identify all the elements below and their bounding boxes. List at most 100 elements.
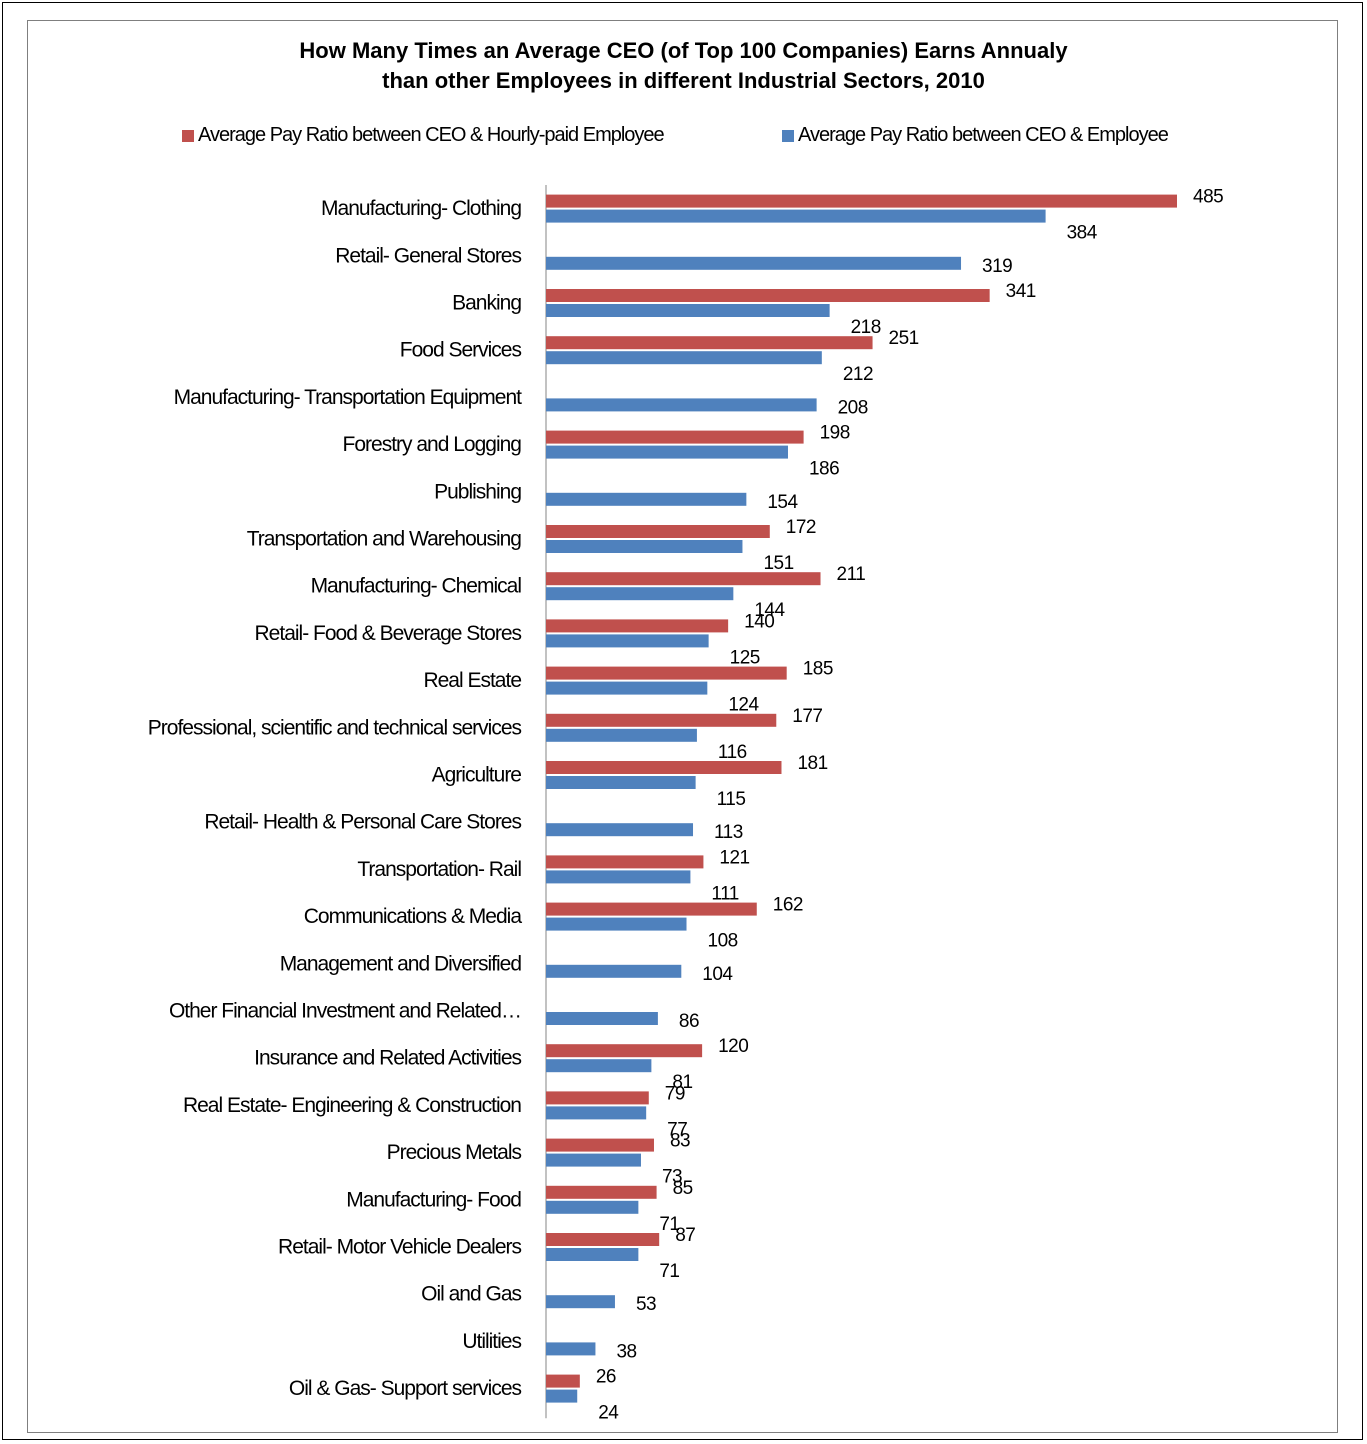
bar-hourly xyxy=(546,619,729,633)
category-label: Real Estate- Engineering & Construction xyxy=(183,1094,521,1117)
legend-item-hourly: Average Pay Ratio between CEO & Hourly-p… xyxy=(182,124,665,147)
bar-employee xyxy=(546,823,694,837)
bar-employee xyxy=(546,492,747,506)
data-label-hourly: 485 xyxy=(1193,187,1223,208)
data-label-hourly: 83 xyxy=(670,1131,690,1152)
bar-employee xyxy=(546,917,687,931)
data-label-employee: 111 xyxy=(711,883,738,904)
data-label-employee: 71 xyxy=(659,1214,679,1235)
bar-hourly xyxy=(546,1138,654,1152)
category-label: Retail- Health & Personal Care Stores xyxy=(204,811,521,834)
data-label-employee: 144 xyxy=(754,600,785,621)
data-label-employee: 81 xyxy=(672,1072,692,1093)
bar-employee xyxy=(546,1106,647,1120)
category-label: Manufacturing- Chemical xyxy=(311,575,522,598)
bar-hourly xyxy=(546,336,873,350)
bar-employee xyxy=(546,964,682,978)
chart-area xyxy=(27,20,1338,1433)
data-label-employee: 212 xyxy=(843,364,873,385)
data-label-employee: 124 xyxy=(728,695,759,716)
bar-employee xyxy=(546,1153,641,1167)
category-label: Food Services xyxy=(400,339,522,362)
category-label: Precious Metals xyxy=(387,1141,522,1164)
category-label: Real Estate xyxy=(423,669,521,692)
bar-employee xyxy=(546,351,822,365)
bar-hourly xyxy=(546,1044,703,1058)
data-label-employee: 208 xyxy=(838,397,868,418)
bar-hourly xyxy=(546,525,770,538)
category-label: Communications & Media xyxy=(304,905,523,928)
bar-employee xyxy=(546,587,734,601)
category-label: Transportation and Warehousing xyxy=(247,528,522,551)
bar-employee xyxy=(546,776,696,789)
bar-hourly xyxy=(546,194,1177,208)
bar-employee xyxy=(546,1248,639,1261)
bar-employee xyxy=(546,256,962,270)
category-label: Oil & Gas- Support services xyxy=(289,1377,522,1400)
data-label-hourly: 87 xyxy=(675,1225,695,1246)
data-label-employee: 116 xyxy=(718,742,747,763)
data-label-hourly: 121 xyxy=(719,847,749,868)
category-label: Retail- Motor Vehicle Dealers xyxy=(278,1236,521,1259)
category-label: Retail- General Stores xyxy=(335,244,521,267)
category-label: Manufacturing- Food xyxy=(346,1188,521,1211)
bar-employee xyxy=(546,1200,639,1214)
bar-hourly xyxy=(546,902,757,916)
data-label-employee: 77 xyxy=(667,1119,687,1140)
data-label-employee: 73 xyxy=(662,1167,682,1188)
legend-label-employee: Average Pay Ratio between CEO & Employee xyxy=(798,124,1169,146)
data-label-employee: 319 xyxy=(982,256,1012,277)
category-label: Retail- Food & Beverage Stores xyxy=(255,622,522,645)
bar-hourly xyxy=(546,430,804,444)
bar-employee xyxy=(546,681,708,695)
bar-employee xyxy=(546,1295,615,1309)
data-label-hourly: 198 xyxy=(820,423,850,444)
data-label-employee: 151 xyxy=(763,553,793,574)
category-label: Banking xyxy=(452,292,521,315)
bar-employee xyxy=(546,1342,596,1356)
data-label-employee: 384 xyxy=(1067,223,1098,244)
bar-employee xyxy=(546,304,830,317)
data-label-employee: 86 xyxy=(679,1011,699,1032)
bar-employee xyxy=(546,209,1046,223)
data-label-employee: 186 xyxy=(809,459,839,480)
data-label-employee: 154 xyxy=(767,492,798,513)
data-label-employee: 53 xyxy=(636,1294,656,1315)
legend-item-employee: Average Pay Ratio between CEO & Employee xyxy=(782,124,1169,147)
data-label-employee: 125 xyxy=(730,647,760,668)
data-label-hourly: 162 xyxy=(773,895,803,916)
data-label-hourly: 185 xyxy=(803,659,833,680)
bar-employee xyxy=(546,445,788,459)
legend-swatch-employee xyxy=(782,129,794,142)
bar-hourly xyxy=(546,1374,580,1388)
bar-hourly xyxy=(546,572,821,586)
category-label: Other Financial Investment and Related… xyxy=(169,1000,521,1023)
data-label-employee: 108 xyxy=(708,931,738,952)
data-label-hourly: 79 xyxy=(665,1083,685,1104)
data-label-employee: 71 xyxy=(659,1261,679,1282)
legend-label-hourly: Average Pay Ratio between CEO & Hourly-p… xyxy=(198,124,665,146)
data-label-hourly: 26 xyxy=(596,1367,616,1388)
bar-hourly xyxy=(546,761,782,774)
bar-hourly xyxy=(546,855,704,869)
data-label-employee: 104 xyxy=(702,964,733,985)
data-label-employee: 115 xyxy=(717,789,746,810)
legend-swatch-hourly xyxy=(182,129,194,142)
bar-hourly xyxy=(546,713,777,727)
category-label: Manufacturing- Transportation Equipment xyxy=(174,386,523,409)
category-label: Agriculture xyxy=(432,764,522,787)
bar-hourly xyxy=(546,1091,649,1105)
category-label: Utilities xyxy=(462,1330,521,1353)
data-label-employee: 218 xyxy=(851,317,881,338)
bar-hourly xyxy=(546,1233,660,1246)
data-label-hourly: 177 xyxy=(792,706,822,727)
data-label-hourly: 140 xyxy=(744,611,774,632)
category-label: Professional, scientific and technical s… xyxy=(148,716,522,739)
data-label-hourly: 341 xyxy=(1006,281,1036,302)
chart-legend: Average Pay Ratio between CEO & Hourly-p… xyxy=(0,124,1367,150)
bar-employee xyxy=(546,1059,652,1073)
bar-hourly xyxy=(546,666,787,680)
chart-title-line-1: How Many Times an Average CEO (of Top 10… xyxy=(299,38,1068,63)
category-label: Forestry and Logging xyxy=(343,433,522,456)
